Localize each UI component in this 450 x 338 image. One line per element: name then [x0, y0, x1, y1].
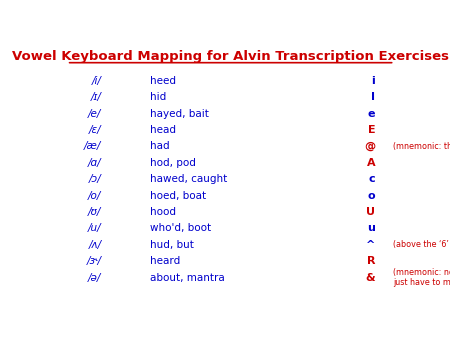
- Text: i: i: [372, 76, 375, 86]
- Text: /i/: /i/: [92, 76, 102, 86]
- Text: /ə/: /ə/: [88, 273, 102, 283]
- Text: R: R: [367, 256, 375, 266]
- Text: /ʊ/: /ʊ/: [88, 207, 102, 217]
- Text: /ɛ/: /ɛ/: [89, 125, 102, 135]
- Text: /u/: /u/: [88, 223, 102, 234]
- Text: /e/: /e/: [88, 109, 102, 119]
- Text: /ɪ/: /ɪ/: [91, 92, 102, 102]
- Text: /ʌ/: /ʌ/: [89, 240, 102, 250]
- Text: hud, but: hud, but: [150, 240, 194, 250]
- Text: &: &: [366, 273, 375, 283]
- Text: ^: ^: [366, 240, 375, 250]
- Text: /ɔ/: /ɔ/: [89, 174, 102, 184]
- Text: o: o: [368, 191, 375, 201]
- Text: hid: hid: [150, 92, 166, 102]
- Text: heard: heard: [150, 256, 180, 266]
- Text: had: had: [150, 142, 170, 151]
- Text: hoed, boat: hoed, boat: [150, 191, 207, 201]
- Text: hawed, caught: hawed, caught: [150, 174, 228, 184]
- Text: head: head: [150, 125, 176, 135]
- Text: Vowel Keyboard Mapping for Alvin Transcription Exercises: Vowel Keyboard Mapping for Alvin Transcr…: [12, 50, 449, 63]
- Text: /ɑ/: /ɑ/: [88, 158, 102, 168]
- Text: /æ/: /æ/: [84, 142, 102, 151]
- Text: /ɝ/: /ɝ/: [86, 256, 102, 266]
- Text: who'd, boot: who'd, boot: [150, 223, 212, 234]
- Text: (mnemonic: this is the “at” [Qt] symbol): (mnemonic: this is the “at” [Qt] symbol): [393, 142, 450, 151]
- Text: (mnemonic: none; sorry, but this one you
just have to memorize): (mnemonic: none; sorry, but this one you…: [393, 268, 450, 287]
- Text: @: @: [364, 142, 375, 151]
- Text: hayed, bait: hayed, bait: [150, 109, 209, 119]
- Text: U: U: [366, 207, 375, 217]
- Text: e: e: [368, 109, 375, 119]
- Text: heed: heed: [150, 76, 176, 86]
- Text: u: u: [368, 223, 375, 234]
- Text: (above the ‘6’ key usually): (above the ‘6’ key usually): [393, 240, 450, 249]
- Text: c: c: [369, 174, 375, 184]
- Text: I: I: [371, 92, 375, 102]
- Text: E: E: [368, 125, 375, 135]
- Text: /o/: /o/: [88, 191, 102, 201]
- Text: hod, pod: hod, pod: [150, 158, 196, 168]
- Text: A: A: [367, 158, 375, 168]
- Text: about, mantra: about, mantra: [150, 273, 225, 283]
- Text: hood: hood: [150, 207, 176, 217]
